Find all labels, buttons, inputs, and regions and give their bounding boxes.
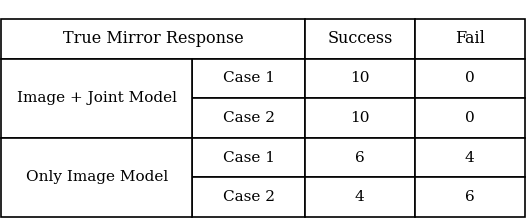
Bar (193, 177, 305, 217)
Text: Case 1: Case 1 (222, 151, 275, 165)
Text: 10: 10 (350, 72, 370, 85)
Bar (305, 177, 415, 217)
Text: Case 2: Case 2 (222, 111, 275, 125)
Bar (305, 138, 415, 177)
Bar (415, 98, 525, 138)
Bar (415, 177, 525, 217)
Text: Success: Success (327, 30, 392, 47)
Text: Fail: Fail (455, 30, 485, 47)
Text: 6: 6 (355, 151, 365, 165)
Text: True Mirror Response: True Mirror Response (63, 30, 244, 47)
Bar (415, 59, 525, 98)
Bar (1, 19, 305, 59)
Text: 0: 0 (465, 72, 474, 85)
Text: Case 2: Case 2 (222, 190, 275, 204)
Bar (415, 138, 525, 177)
Bar (305, 19, 415, 59)
Bar (1, 138, 193, 217)
Text: 4: 4 (465, 151, 474, 165)
Bar (193, 138, 305, 177)
Text: Only Image Model: Only Image Model (26, 170, 168, 184)
Text: Case 1: Case 1 (222, 72, 275, 85)
Bar (193, 98, 305, 138)
Text: 10: 10 (350, 111, 370, 125)
Text: 0: 0 (465, 111, 474, 125)
Bar (305, 98, 415, 138)
Text: 6: 6 (465, 190, 474, 204)
Bar (193, 59, 305, 98)
Text: 4: 4 (355, 190, 365, 204)
Text: Image + Joint Model: Image + Joint Model (17, 91, 177, 105)
Bar (1, 59, 193, 138)
Bar (415, 19, 525, 59)
Bar (305, 59, 415, 98)
